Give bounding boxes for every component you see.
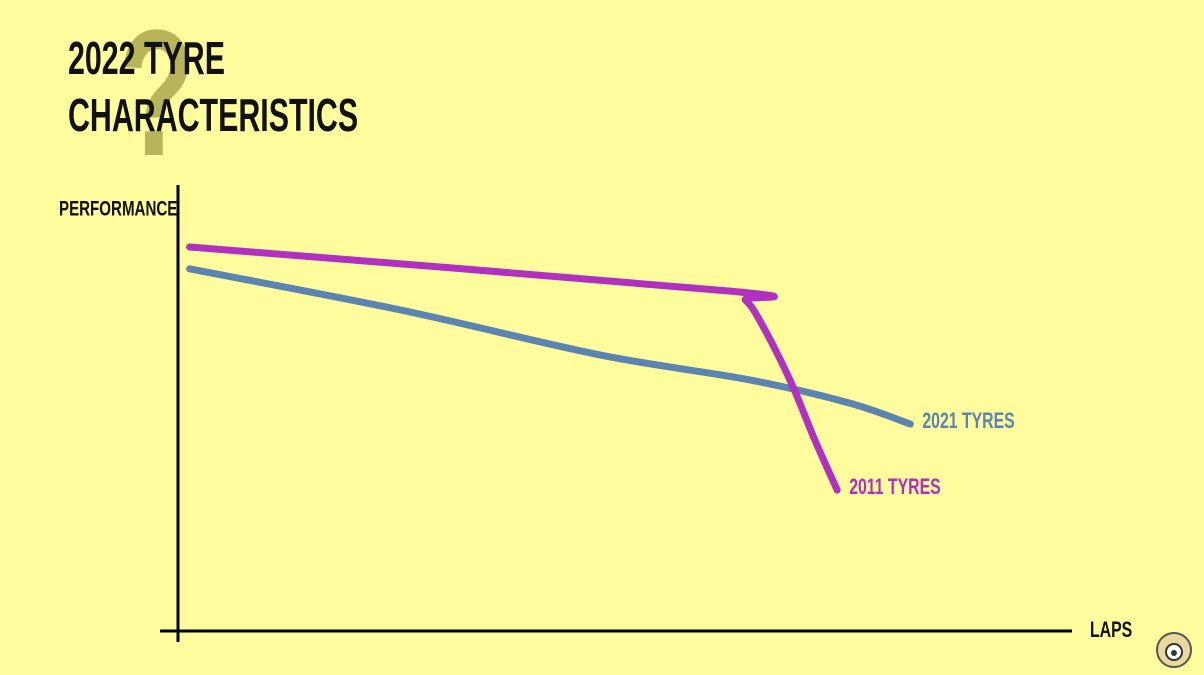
chart-title: 2022 TYRE CHARACTERISTICS [68,32,359,141]
logo [1156,632,1192,668]
x-axis-label: LAPS [1090,618,1132,642]
watermark: ? [118,0,195,194]
series-line [186,265,914,428]
series-label: 2011 TYRES [849,476,941,500]
series-label: 2021 TYRES [922,410,1015,434]
y-axis-label: PERFORMANCE [59,196,177,220]
series-line [186,243,841,494]
